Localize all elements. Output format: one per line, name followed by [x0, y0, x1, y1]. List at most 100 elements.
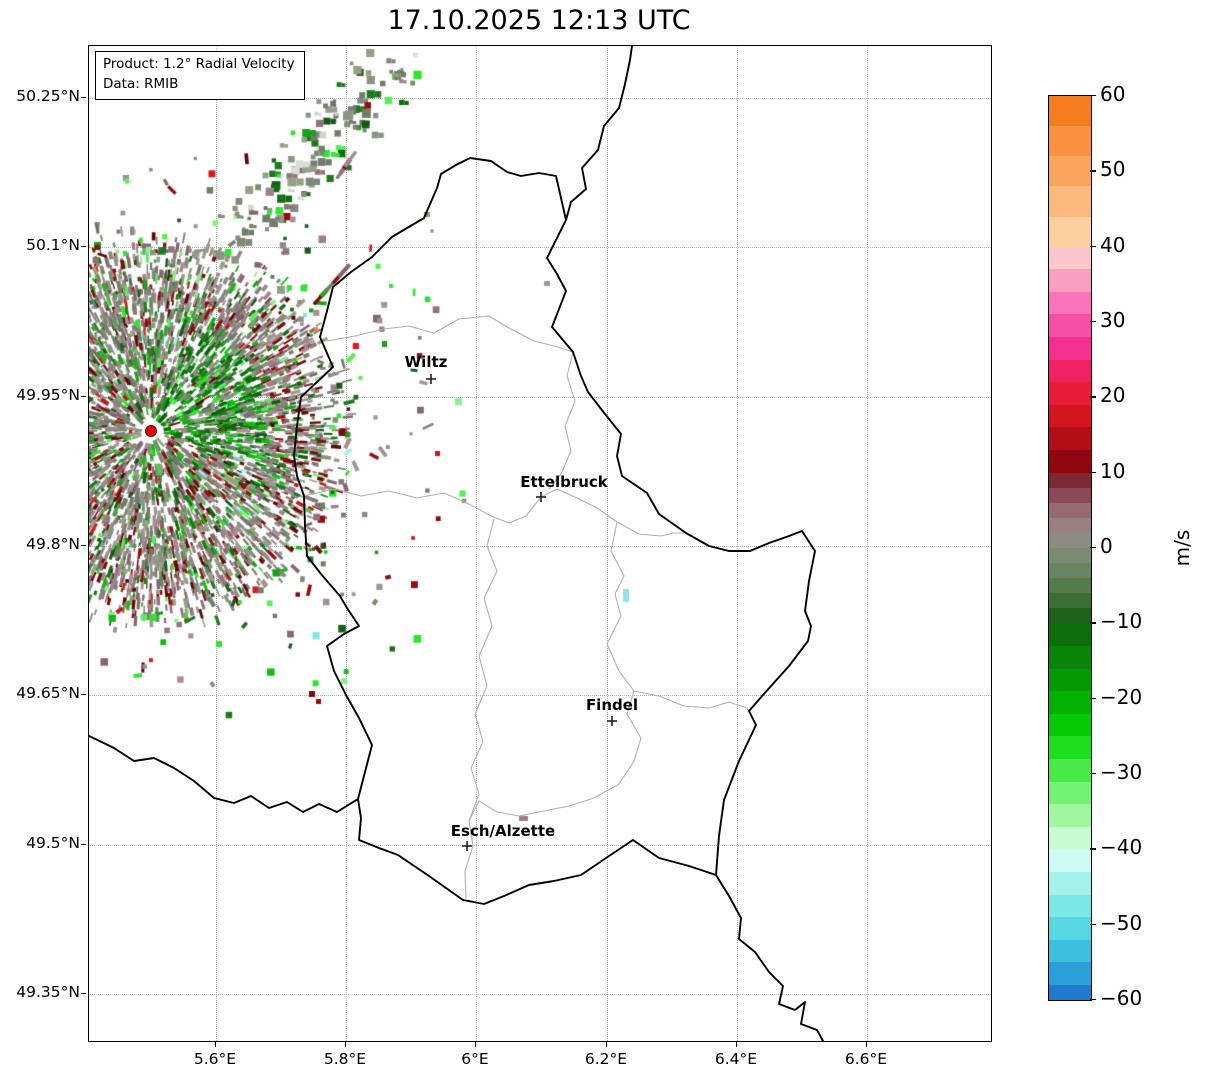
- colorbar-tick-mark: [1090, 547, 1096, 549]
- border-segment-be-de: [565, 46, 633, 221]
- colorbar-band-14: [1049, 450, 1091, 474]
- colorbar-tick-mark: [1090, 923, 1096, 925]
- colorbar-band-3: [1049, 186, 1091, 218]
- y-tick-label: 49.65°N: [16, 684, 80, 702]
- x-tick-label: 6.2°E: [584, 1050, 628, 1068]
- colorbar-band-11: [1049, 382, 1091, 406]
- y-tick-label: 50.25°N: [16, 87, 80, 105]
- colorbar-band-33: [1049, 804, 1091, 828]
- radar-site-marker: [145, 425, 157, 437]
- colorbar-band-34: [1049, 826, 1091, 851]
- x-tick-mark: [215, 1042, 217, 1047]
- x-tick-label: 5.8°E: [323, 1050, 367, 1068]
- y-tick-mark: [81, 993, 86, 995]
- colorbar-unit-label: m/s: [1170, 529, 1194, 567]
- y-tick-mark: [81, 844, 86, 846]
- city-label-wiltz: Wiltz: [404, 353, 448, 371]
- map-plot-area: Product: 1.2° Radial Velocity Data: RMIB…: [88, 45, 992, 1042]
- colorbar-tick-mark: [1090, 999, 1096, 1001]
- colorbar-tick-mark: [1090, 697, 1096, 699]
- x-tick-mark: [866, 1042, 868, 1047]
- colorbar-band-39: [1049, 939, 1091, 964]
- data-source-line: Data: RMIB: [103, 75, 179, 92]
- colorbar-band-16: [1049, 487, 1091, 504]
- colorbar-band-4: [1049, 216, 1091, 248]
- colorbar-tick-label: −40: [1100, 835, 1143, 860]
- colorbar-tick-mark: [1090, 95, 1096, 97]
- colorbar-band-40: [1049, 962, 1091, 986]
- colorbar-band-0: [1049, 96, 1091, 127]
- x-tick-label: 5.6°E: [193, 1050, 237, 1068]
- colorbar-band-17: [1049, 502, 1091, 519]
- y-tick-mark: [81, 97, 86, 99]
- x-tick-label: 6.4°E: [714, 1050, 758, 1068]
- colorbar-band-23: [1049, 593, 1091, 609]
- colorbar-tick-label: 40: [1100, 232, 1126, 257]
- city-label-ettelbruck: Ettelbruck: [520, 473, 608, 491]
- internal-border-2: [464, 518, 498, 899]
- colorbar-band-19: [1049, 532, 1091, 549]
- internal-border-0: [326, 315, 574, 353]
- colorbar-tick-label: 60: [1100, 82, 1126, 106]
- y-tick-label: 50.1°N: [26, 236, 80, 254]
- colorbar-band-25: [1049, 623, 1091, 647]
- colorbar-band-31: [1049, 758, 1091, 783]
- colorbar-band-12: [1049, 404, 1091, 429]
- colorbar-tick-mark: [1090, 245, 1096, 247]
- colorbar-tick-label: 0: [1100, 534, 1113, 558]
- colorbar-band-24: [1049, 608, 1091, 625]
- colorbar-band-10: [1049, 359, 1091, 383]
- y-tick-mark: [81, 545, 86, 547]
- city-label-findel: Findel: [585, 696, 639, 714]
- colorbar-tick-label: −60: [1100, 986, 1143, 1010]
- colorbar-tick-mark: [1090, 170, 1096, 172]
- colorbar-tick-label: 30: [1100, 308, 1126, 332]
- x-tick-mark: [606, 1042, 608, 1047]
- x-tick-mark: [345, 1042, 347, 1047]
- x-tick-label: 6°E: [461, 1050, 489, 1068]
- colorbar-band-9: [1049, 337, 1091, 361]
- plot-title: 17.10.2025 12:13 UTC: [387, 5, 691, 36]
- colorbar-tick-label: −50: [1100, 910, 1143, 935]
- colorbar: [1048, 95, 1092, 1001]
- colorbar-tick-label: 10: [1100, 458, 1126, 483]
- y-tick-label: 49.35°N: [16, 983, 80, 1001]
- colorbar-tick-mark: [1090, 848, 1096, 850]
- city-label-esch-alzette: Esch/Alzette: [450, 822, 556, 840]
- colorbar-band-38: [1049, 917, 1091, 941]
- y-tick-mark: [81, 246, 86, 248]
- border-segment-fr-de: [715, 874, 824, 1041]
- colorbar-tick-mark: [1090, 622, 1096, 624]
- colorbar-band-15: [1049, 472, 1091, 489]
- colorbar-band-29: [1049, 713, 1091, 738]
- colorbar-band-22: [1049, 578, 1091, 594]
- x-tick-label: 6.6°E: [844, 1050, 888, 1068]
- border-segment-fr-be: [89, 735, 359, 813]
- map-borders-layer: [89, 46, 824, 1041]
- colorbar-tick-label: −10: [1100, 609, 1143, 634]
- colorbar-band-21: [1049, 563, 1091, 579]
- product-line: Product: 1.2° Radial Velocity: [103, 56, 295, 72]
- x-tick-mark: [475, 1042, 477, 1047]
- colorbar-band-26: [1049, 645, 1091, 670]
- colorbar-band-18: [1049, 517, 1091, 534]
- product-info-box: Product: 1.2° Radial Velocity Data: RMIB: [95, 51, 305, 101]
- colorbar-tick-mark: [1090, 321, 1096, 323]
- colorbar-band-5: [1049, 246, 1091, 270]
- colorbar-band-32: [1049, 781, 1091, 805]
- colorbar-tick-label: 50: [1100, 157, 1126, 182]
- colorbar-tick-mark: [1090, 471, 1096, 473]
- x-tick-mark: [736, 1042, 738, 1047]
- colorbar-band-37: [1049, 894, 1091, 918]
- colorbar-band-36: [1049, 871, 1091, 896]
- y-tick-mark: [81, 396, 86, 398]
- internal-border-5: [548, 351, 576, 490]
- internal-border-1: [303, 488, 687, 537]
- colorbar-band-7: [1049, 291, 1091, 316]
- country-border-luxembourg: [293, 157, 816, 905]
- y-tick-label: 49.95°N: [16, 386, 80, 404]
- colorbar-band-41: [1049, 984, 1091, 1000]
- radar-velocity-field: [89, 46, 991, 1041]
- y-tick-mark: [81, 694, 86, 696]
- y-tick-label: 49.5°N: [26, 834, 80, 852]
